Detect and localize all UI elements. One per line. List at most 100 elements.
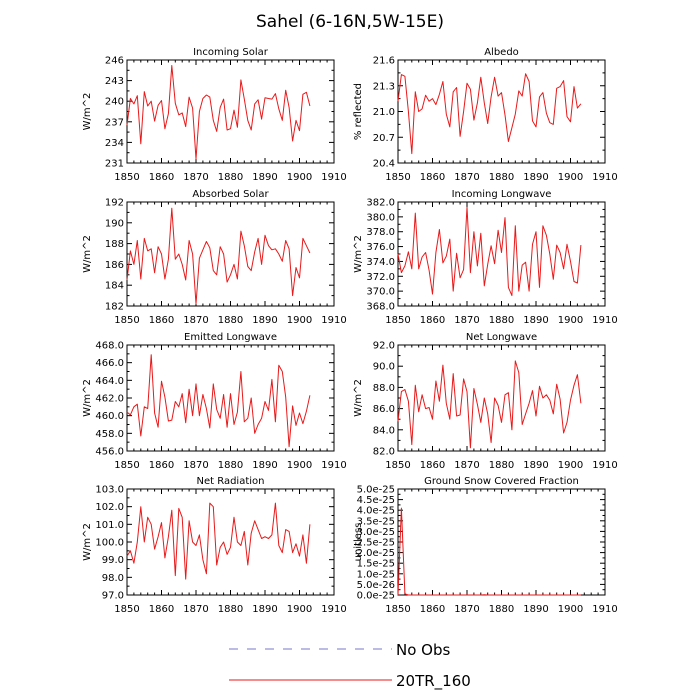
xtick-label-albedo: 1890 — [523, 172, 548, 183]
panel-title-emitted-longwave: Emitted Longwave — [184, 332, 277, 343]
xtick-label-incoming-solar: 1900 — [287, 172, 312, 183]
xtick-label-incoming-longwave: 1860 — [420, 315, 445, 326]
xtick-label-albedo: 1850 — [385, 172, 410, 183]
xtick-label-emitted-longwave: 1860 — [149, 460, 174, 471]
panel-title-net-longwave: Net Longwave — [466, 332, 537, 343]
xtick-label-incoming-solar: 1880 — [218, 172, 243, 183]
xtick-label-incoming-longwave: 1880 — [489, 315, 514, 326]
series-line-net-longwave — [397, 360, 582, 449]
ytick-label-net-longwave: 92.0 — [373, 341, 395, 352]
xtick-label-absorbed-solar: 1860 — [149, 315, 174, 326]
ytick-label-absorbed-solar: 192 — [105, 198, 124, 209]
ytick-label-emitted-longwave: 462.0 — [95, 394, 124, 405]
legend-label-no-obs: No Obs — [396, 641, 450, 659]
ytick-label-absorbed-solar: 186 — [105, 260, 124, 271]
series-line-net-radiation — [126, 502, 311, 580]
xtick-label-emitted-longwave: 1910 — [321, 460, 346, 471]
xtick-label-incoming-solar: 1860 — [149, 172, 174, 183]
xtick-label-incoming-longwave: 1910 — [592, 315, 617, 326]
ytick-label-incoming-longwave: 376.0 — [366, 242, 395, 253]
panel-incoming-solar: Incoming Solar W/m^2 1850 1860 1870 1880 1890 1… — [82, 47, 347, 183]
xtick-label-net-radiation: 1890 — [252, 604, 277, 615]
xtick-label-ground-snow-covered-fraction: 1850 — [385, 604, 410, 615]
xtick-label-absorbed-solar: 1900 — [287, 315, 312, 326]
series-line-emitted-longwave — [126, 354, 311, 448]
xtick-label-incoming-solar: 1850 — [114, 172, 139, 183]
xtick-label-incoming-solar: 1910 — [321, 172, 346, 183]
legend-label-20tr-160: 20TR_160 — [396, 672, 471, 691]
ytick-label-net-radiation: 101.0 — [95, 520, 124, 531]
ytick-label-albedo: 21.0 — [373, 107, 395, 118]
legend: No Obs 20TR_160 — [229, 641, 471, 691]
panel-title-ground-snow-covered-fraction: Ground Snow Covered Fraction — [424, 476, 579, 487]
ytick-label-ground-snow-covered-fraction: 5.0e-25 — [357, 485, 395, 496]
xtick-label-net-radiation: 1880 — [218, 604, 243, 615]
xtick-label-ground-snow-covered-fraction: 1910 — [592, 604, 617, 615]
ylabel-albedo: % reflected — [353, 83, 364, 140]
xtick-label-incoming-solar: 1890 — [252, 172, 277, 183]
xtick-label-absorbed-solar: 1870 — [183, 315, 208, 326]
panel-title-incoming-solar: Incoming Solar — [193, 47, 269, 58]
series-line-incoming-solar — [126, 65, 311, 160]
ytick-label-ground-snow-covered-fraction: 4.0e-25 — [357, 506, 395, 517]
ytick-label-incoming-longwave: 382.0 — [366, 198, 395, 209]
ylabel-emitted-longwave: W/m^2 — [82, 379, 93, 417]
xtick-label-albedo: 1910 — [592, 172, 617, 183]
ytick-label-net-longwave: 90.0 — [373, 362, 395, 373]
xtick-label-absorbed-solar: 1880 — [218, 315, 243, 326]
xtick-label-absorbed-solar: 1890 — [252, 315, 277, 326]
ylabel-ground-snow-covered-fraction: unitless — [353, 523, 364, 562]
xtick-label-absorbed-solar: 1850 — [114, 315, 139, 326]
plot-frame-ground-snow-covered-fraction — [397, 488, 606, 596]
ytick-label-incoming-solar: 240 — [105, 97, 124, 108]
ytick-label-absorbed-solar: 190 — [105, 218, 124, 229]
xtick-label-albedo: 1900 — [558, 172, 583, 183]
ytick-label-ground-snow-covered-fraction: 1.0e-25 — [357, 569, 395, 580]
ytick-label-absorbed-solar: 184 — [105, 281, 124, 292]
plot-frame-incoming-longwave — [397, 201, 606, 307]
panel-title-absorbed-solar: Absorbed Solar — [192, 189, 269, 200]
xtick-label-net-radiation: 1900 — [287, 604, 312, 615]
xtick-label-incoming-solar: 1870 — [183, 172, 208, 183]
xtick-label-net-longwave: 1880 — [489, 460, 514, 471]
panel-title-net-radiation: Net Radiation — [197, 476, 265, 487]
ytick-label-net-radiation: 97.0 — [102, 591, 124, 602]
ytick-label-albedo: 21.3 — [373, 81, 395, 92]
plot-frame-absorbed-solar — [126, 201, 335, 307]
ylabel-incoming-solar: W/m^2 — [82, 93, 93, 131]
xtick-label-ground-snow-covered-fraction: 1860 — [420, 604, 445, 615]
ytick-label-emitted-longwave: 460.0 — [95, 411, 124, 422]
ytick-label-incoming-longwave: 380.0 — [366, 212, 395, 223]
xtick-label-ground-snow-covered-fraction: 1890 — [523, 604, 548, 615]
plot-frame-albedo — [397, 59, 606, 164]
ytick-label-incoming-longwave: 378.0 — [366, 227, 395, 238]
ytick-label-incoming-solar: 234 — [105, 138, 124, 149]
ytick-label-albedo: 20.7 — [373, 133, 395, 144]
ytick-label-incoming-solar: 231 — [105, 159, 124, 170]
xtick-label-net-longwave: 1900 — [558, 460, 583, 471]
ytick-label-ground-snow-covered-fraction: 2.0e-25 — [357, 548, 395, 559]
ytick-label-albedo: 20.4 — [373, 159, 395, 170]
ytick-label-net-radiation: 102.0 — [95, 502, 124, 513]
ytick-label-ground-snow-covered-fraction: 3.0e-25 — [357, 527, 395, 538]
plot-frame-net-longwave — [397, 344, 606, 452]
panel-net-longwave: Net Longwave W/m^2 1850 1860 1870 1880 1890 190… — [353, 332, 618, 471]
series-line-albedo — [397, 73, 582, 155]
series-line-ground-snow-covered-fraction — [397, 507, 581, 596]
panel-incoming-longwave: Incoming Longwave W/m^2 1850 1860 1870 1880 18… — [353, 189, 618, 326]
ytick-label-absorbed-solar: 182 — [105, 302, 124, 313]
xtick-label-incoming-longwave: 1900 — [558, 315, 583, 326]
ytick-label-albedo: 21.6 — [373, 56, 395, 67]
ytick-label-net-longwave: 88.0 — [373, 383, 395, 394]
ytick-label-ground-snow-covered-fraction: 3.5e-25 — [357, 516, 395, 527]
ytick-label-incoming-longwave: 368.0 — [366, 302, 395, 313]
xtick-label-emitted-longwave: 1870 — [183, 460, 208, 471]
xtick-label-incoming-longwave: 1870 — [454, 315, 479, 326]
xtick-label-net-radiation: 1870 — [183, 604, 208, 615]
xtick-label-net-longwave: 1890 — [523, 460, 548, 471]
xtick-label-albedo: 1880 — [489, 172, 514, 183]
series-line-incoming-longwave — [397, 206, 582, 297]
plot-frame-incoming-solar — [126, 59, 335, 164]
xtick-label-net-longwave: 1850 — [385, 460, 410, 471]
